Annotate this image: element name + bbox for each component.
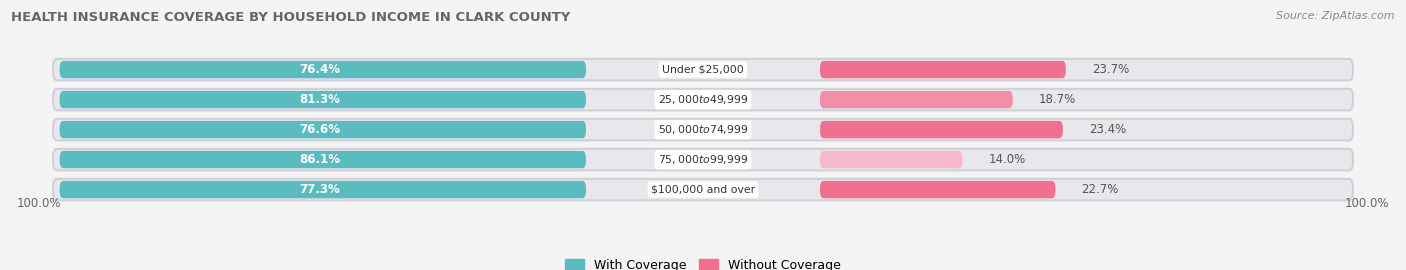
FancyBboxPatch shape (53, 59, 1353, 80)
Text: 81.3%: 81.3% (299, 93, 340, 106)
Text: 86.1%: 86.1% (299, 153, 340, 166)
Text: $50,000 to $74,999: $50,000 to $74,999 (658, 123, 748, 136)
FancyBboxPatch shape (59, 151, 586, 168)
Text: 14.0%: 14.0% (988, 153, 1026, 166)
FancyBboxPatch shape (820, 61, 1066, 78)
FancyBboxPatch shape (53, 179, 1353, 200)
FancyBboxPatch shape (59, 91, 586, 108)
Text: 22.7%: 22.7% (1081, 183, 1119, 196)
Text: 18.7%: 18.7% (1039, 93, 1076, 106)
Text: 23.4%: 23.4% (1088, 123, 1126, 136)
Text: 100.0%: 100.0% (17, 197, 60, 210)
FancyBboxPatch shape (820, 91, 1012, 108)
FancyBboxPatch shape (820, 181, 1056, 198)
Text: HEALTH INSURANCE COVERAGE BY HOUSEHOLD INCOME IN CLARK COUNTY: HEALTH INSURANCE COVERAGE BY HOUSEHOLD I… (11, 11, 571, 24)
Text: 23.7%: 23.7% (1092, 63, 1129, 76)
Text: $25,000 to $49,999: $25,000 to $49,999 (658, 93, 748, 106)
FancyBboxPatch shape (59, 181, 586, 198)
FancyBboxPatch shape (820, 151, 963, 168)
Text: 77.3%: 77.3% (299, 183, 340, 196)
Text: 100.0%: 100.0% (1346, 197, 1389, 210)
Text: $100,000 and over: $100,000 and over (651, 185, 755, 195)
FancyBboxPatch shape (820, 121, 1063, 138)
Text: 76.4%: 76.4% (299, 63, 340, 76)
FancyBboxPatch shape (53, 149, 1353, 170)
FancyBboxPatch shape (59, 121, 586, 138)
Text: Source: ZipAtlas.com: Source: ZipAtlas.com (1277, 11, 1395, 21)
Text: Under $25,000: Under $25,000 (662, 65, 744, 75)
FancyBboxPatch shape (59, 61, 586, 78)
Text: $75,000 to $99,999: $75,000 to $99,999 (658, 153, 748, 166)
Text: 76.6%: 76.6% (299, 123, 340, 136)
FancyBboxPatch shape (53, 119, 1353, 140)
FancyBboxPatch shape (53, 89, 1353, 110)
Legend: With Coverage, Without Coverage: With Coverage, Without Coverage (561, 254, 845, 270)
